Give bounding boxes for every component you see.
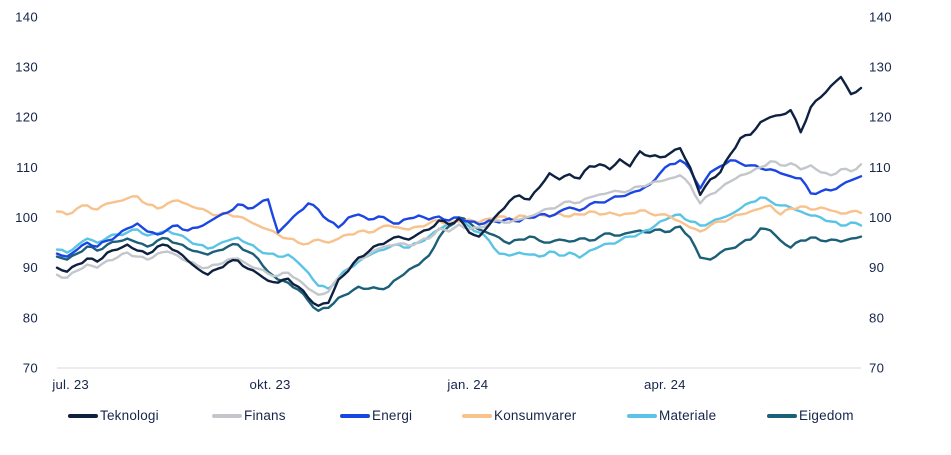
y-tick-label-left-90: 90 (23, 260, 38, 275)
legend-item-energi[interactable]: Energi (340, 404, 412, 428)
series-line-teknologi (55, 75, 863, 307)
legend-swatch-teknologi (68, 414, 98, 418)
legend-swatch-eigedom (767, 414, 797, 418)
legend-swatch-konsumvarer (462, 414, 492, 418)
y-tick-label-left-120: 120 (15, 110, 38, 125)
y-tick-label-right-80: 80 (869, 310, 884, 325)
y-tick-label-right-120: 120 (869, 110, 892, 125)
y-tick-label-left-80: 80 (23, 310, 38, 325)
y-tick-label-left-70: 70 (23, 361, 38, 376)
series-line-konsumvarer (55, 195, 863, 246)
x-tick-label-jan-24: jan. 24 (446, 377, 488, 392)
legend-swatch-energi (340, 414, 370, 418)
x-tick-label-okt-23: okt. 23 (250, 377, 291, 392)
y-tick-label-left-100: 100 (15, 210, 38, 225)
legend-label: Teknologi (100, 408, 159, 423)
line-chart-svg: 140 140 130 130 120 120 110 110 100 100 90 90 80 80 70… (15, 9, 892, 392)
y-tick-label-left-130: 130 (15, 59, 38, 74)
y-tick-label-left-140: 140 (15, 9, 38, 24)
x-tick-label-jul-23: jul. 23 (51, 377, 89, 392)
legend-label: Materiale (659, 408, 717, 423)
y-tick-label-right-130: 130 (869, 59, 892, 74)
legend-item-konsumvarer[interactable]: Konsumvarer (462, 404, 576, 428)
series-line-finans (55, 160, 863, 296)
legend-label: Eigedom (799, 408, 854, 423)
y-tick-label-right-140: 140 (869, 9, 892, 24)
chart-legend: Teknologi Finans Energi Konsumvarer Material… (0, 404, 951, 434)
legend-item-teknologi[interactable]: Teknologi (68, 404, 159, 428)
legend-swatch-finans (212, 414, 242, 418)
legend-label: Konsumvarer (494, 408, 577, 423)
x-tick-label-apr-24: apr. 24 (644, 377, 686, 392)
legend-item-eigedom[interactable]: Eigedom (767, 404, 854, 428)
y-tick-label-right-90: 90 (869, 260, 884, 275)
y-tick-label-right-100: 100 (869, 210, 892, 225)
y-tick-label-right-70: 70 (869, 361, 884, 376)
legend-label: Energi (372, 408, 413, 423)
legend-swatch-materiale (627, 414, 657, 418)
y-tick-label-left-110: 110 (16, 160, 38, 175)
legend-item-materiale[interactable]: Materiale (627, 404, 716, 428)
legend-item-finans[interactable]: Finans (212, 404, 286, 428)
series-line-eigedom (55, 216, 863, 312)
y-tick-label-right-110: 110 (869, 160, 891, 175)
legend-label: Finans (244, 408, 286, 423)
